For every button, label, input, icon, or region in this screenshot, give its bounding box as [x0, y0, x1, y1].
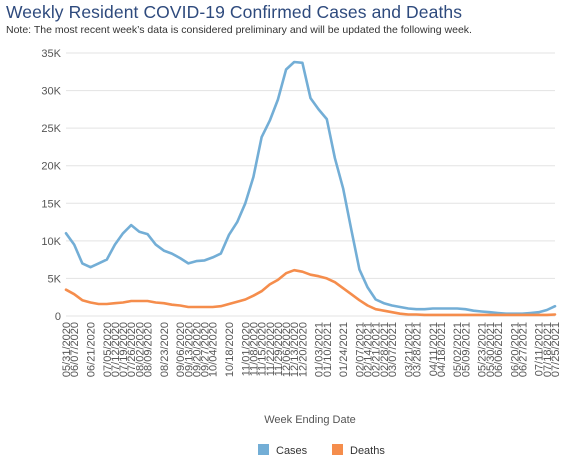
- x-tick-label: 04/18/2021: [436, 322, 448, 377]
- x-tick-label: 09/20/2020: [191, 322, 203, 377]
- x-tick-label: 09/06/2020: [175, 322, 187, 377]
- y-tick-label: 30K: [41, 86, 61, 98]
- x-tick-label: 10/04/2020: [208, 322, 220, 377]
- x-tick-label: 11/22/2020: [265, 322, 277, 376]
- x-tick-label: 07/11/2021: [534, 322, 546, 376]
- x-tick-label: 06/27/2021: [517, 322, 529, 377]
- x-tick-label: 07/05/2020: [102, 322, 114, 377]
- legend-label-cases: Cases: [276, 445, 308, 457]
- y-tick-label: 25K: [41, 123, 61, 135]
- x-tick-label: 06/21/2020: [85, 322, 97, 377]
- x-tick-label: 05/09/2021: [460, 322, 472, 377]
- x-tick-label: 05/31/2020: [61, 322, 73, 377]
- chart-note: Note: The most recent week’s data is con…: [6, 24, 472, 36]
- x-tick-label: 08/23/2020: [159, 322, 171, 377]
- x-tick-label: 02/07/2021: [354, 322, 366, 377]
- y-tick-label: 35K: [41, 48, 61, 60]
- x-tick-label: 05/02/2021: [452, 322, 464, 377]
- x-tick-label: 04/11/2021: [428, 322, 440, 376]
- x-tick-label: 06/07/2020: [69, 322, 81, 377]
- y-tick-label: 10K: [41, 236, 61, 248]
- y-tick-label: 0: [55, 311, 61, 323]
- x-tick-label: 10/18/2020: [224, 322, 236, 377]
- x-tick-label: 12/20/2020: [297, 322, 309, 377]
- x-tick-label: 07/25/2021: [550, 322, 562, 377]
- x-tick-label: 05/23/2021: [477, 322, 489, 377]
- y-tick-label: 15K: [41, 198, 61, 210]
- x-tick-label: 06/20/2021: [509, 322, 521, 377]
- x-tick-label: 11/15/2020: [257, 322, 269, 376]
- x-tick-label: 11/08/2020: [248, 322, 260, 376]
- x-tick-label: 08/02/2020: [134, 322, 146, 377]
- x-tick-label: 01/03/2021: [314, 322, 326, 377]
- x-tick-label: 03/07/2021: [387, 322, 399, 377]
- x-tick-label: 06/06/2021: [493, 322, 505, 377]
- x-tick-label: 05/30/2021: [485, 322, 497, 377]
- chart-title: Weekly Resident COVID-19 Confirmed Cases…: [6, 2, 463, 22]
- legend-swatch-deaths: [332, 444, 343, 455]
- x-tick-label: 09/27/2020: [200, 322, 212, 377]
- legend: Cases Deaths: [258, 444, 385, 457]
- x-tick-label: 12/06/2020: [281, 322, 293, 377]
- x-tick-label: 07/26/2020: [126, 322, 138, 377]
- x-tick-label: 07/12/2020: [110, 322, 122, 377]
- x-tick-label: 01/10/2021: [322, 322, 334, 377]
- x-tick-label: 03/28/2021: [411, 322, 423, 377]
- x-tick-label: 11/01/2020: [240, 322, 252, 376]
- x-tick-label: 03/21/2021: [403, 322, 415, 377]
- series-line-deaths: [64, 268, 557, 317]
- chart-series: [64, 60, 557, 317]
- y-tick-label: 20K: [41, 161, 61, 173]
- y-axis: 0 5K 10K 15K 20K 25K 30K 35K: [41, 48, 61, 323]
- x-tick-label: 02/21/2021: [371, 322, 383, 377]
- series-line-cases: [64, 60, 557, 315]
- x-tick-label: 07/19/2020: [118, 322, 130, 377]
- x-tick-label: 02/14/2021: [363, 322, 375, 377]
- x-tick-label: 07/18/2021: [542, 322, 554, 377]
- x-tick-label: 12/13/2020: [289, 322, 301, 377]
- y-tick-label: 5K: [48, 273, 62, 285]
- x-axis-title: Week Ending Date: [264, 414, 356, 426]
- x-tick-label: 02/28/2021: [379, 322, 391, 377]
- x-tick-label: 08/09/2020: [143, 322, 155, 377]
- legend-swatch-cases: [258, 444, 269, 455]
- legend-label-deaths: Deaths: [350, 445, 385, 457]
- x-tick-label: 01/24/2021: [338, 322, 350, 377]
- x-tick-label: 11/29/2020: [273, 322, 285, 376]
- x-tick-label: 09/13/2020: [183, 322, 195, 377]
